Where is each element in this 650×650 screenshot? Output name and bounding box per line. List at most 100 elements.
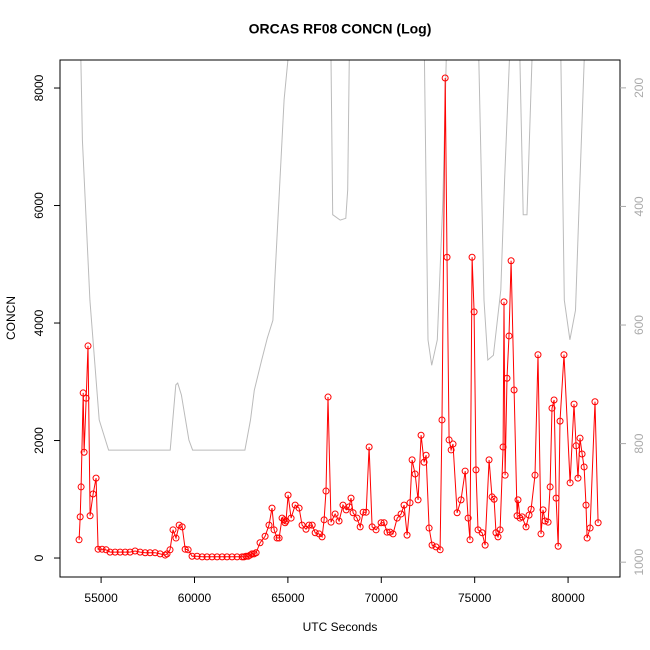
data-point xyxy=(188,552,196,560)
data-point xyxy=(261,532,269,540)
data-point xyxy=(324,393,332,401)
x-tick-label: 75000 xyxy=(458,591,492,605)
y2-tick-label: 1000 xyxy=(632,549,646,576)
data-point xyxy=(428,541,436,549)
data-point xyxy=(356,523,364,531)
x-tick-label: 80000 xyxy=(551,591,585,605)
data-point xyxy=(496,526,504,534)
data-point xyxy=(322,487,330,495)
data-point xyxy=(499,443,507,451)
data-point xyxy=(141,549,149,557)
data-point xyxy=(420,458,428,466)
data-point xyxy=(583,534,591,542)
data-point xyxy=(280,516,288,524)
data-point xyxy=(576,434,584,442)
data-point xyxy=(282,517,290,525)
data-point xyxy=(438,416,446,424)
data-point xyxy=(327,518,335,526)
data-point xyxy=(400,501,408,509)
data-point xyxy=(268,504,276,512)
data-point xyxy=(582,501,590,509)
plot-frame xyxy=(59,59,621,578)
data-point xyxy=(151,549,159,557)
data-point xyxy=(534,351,542,359)
data-point xyxy=(275,534,283,542)
data-point xyxy=(425,524,433,532)
data-point xyxy=(552,494,560,502)
data-point xyxy=(574,474,582,482)
data-point xyxy=(146,549,154,557)
y-tick-label: 8000 xyxy=(32,74,46,101)
data-point xyxy=(443,253,451,261)
chart-title: ORCAS RF08 CONCN (Log) xyxy=(249,21,432,37)
y-tick-label: 6000 xyxy=(32,192,46,219)
data-point xyxy=(527,505,535,513)
data-point xyxy=(359,508,367,516)
data-point xyxy=(80,448,88,456)
data-point xyxy=(594,519,602,527)
data-point xyxy=(349,509,357,517)
data-point xyxy=(510,386,518,394)
data-point xyxy=(566,479,574,487)
plot-area xyxy=(75,60,602,561)
data-point xyxy=(514,496,522,504)
data-point xyxy=(166,546,174,554)
data-point xyxy=(233,553,241,561)
data-point xyxy=(525,511,533,519)
data-point xyxy=(273,534,281,542)
y-tick-label: 2000 xyxy=(32,427,46,454)
data-point xyxy=(481,541,489,549)
data-point xyxy=(111,548,119,556)
y-tick-label: 0 xyxy=(32,554,46,561)
data-point xyxy=(500,298,508,306)
x-tick-label: 70000 xyxy=(365,591,399,605)
data-point xyxy=(362,508,370,516)
data-point xyxy=(560,351,568,359)
data-point xyxy=(397,510,405,518)
data-point xyxy=(518,513,526,521)
data-point xyxy=(468,253,476,261)
data-point xyxy=(136,548,144,556)
data-point xyxy=(92,474,100,482)
data-point xyxy=(242,552,250,560)
x-tick-label: 65000 xyxy=(271,591,305,605)
data-point xyxy=(417,431,425,439)
data-point xyxy=(223,553,231,561)
data-point xyxy=(464,514,472,522)
data-point xyxy=(436,546,444,554)
data-point xyxy=(365,443,373,451)
data-point xyxy=(380,519,388,527)
series-line xyxy=(80,60,585,451)
data-point xyxy=(580,463,588,471)
data-point xyxy=(89,490,97,498)
data-point xyxy=(178,523,186,531)
data-point xyxy=(472,466,480,474)
y2-tick-label: 200 xyxy=(632,78,646,98)
data-point xyxy=(311,529,319,537)
data-point xyxy=(126,548,134,556)
data-point xyxy=(408,456,416,464)
data-point xyxy=(252,549,260,557)
data-point xyxy=(478,529,486,537)
data-point xyxy=(121,548,129,556)
data-point xyxy=(116,548,124,556)
data-point xyxy=(550,396,558,404)
data-point xyxy=(193,552,201,560)
data-point xyxy=(353,514,361,522)
x-tick-label: 60000 xyxy=(178,591,212,605)
data-point xyxy=(77,483,85,491)
data-point xyxy=(570,400,578,408)
data-point xyxy=(335,517,343,525)
data-point xyxy=(287,514,295,522)
data-point xyxy=(228,553,236,561)
data-point xyxy=(169,526,177,534)
data-point xyxy=(505,332,513,340)
data-point xyxy=(318,533,326,541)
data-point xyxy=(591,398,599,406)
data-point xyxy=(218,553,226,561)
data-point xyxy=(403,531,411,539)
data-point xyxy=(541,517,549,525)
data-point xyxy=(345,503,353,511)
data-point xyxy=(98,545,106,553)
